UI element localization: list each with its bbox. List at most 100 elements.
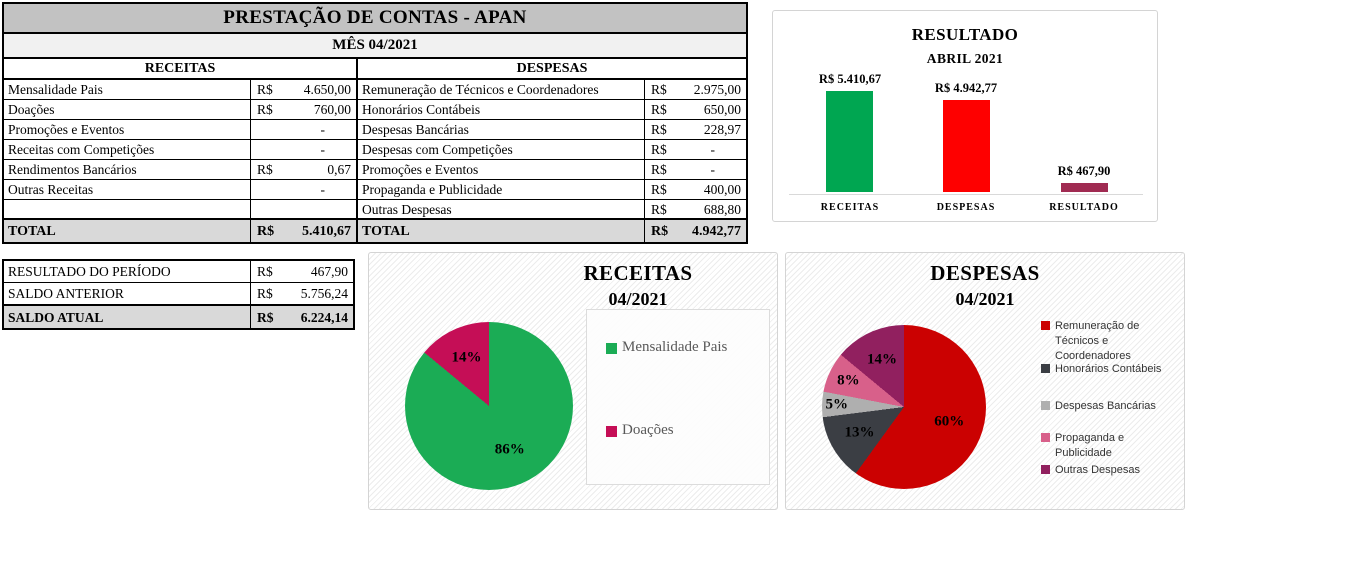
x-axis-category: RECEITAS	[820, 202, 880, 213]
summary-row-saldo-anterior: SALDO ANTERIOR R$ 5.756,24	[4, 283, 353, 305]
table-row: Rendimentos Bancários R$ 0,67 Promoções e…	[4, 160, 746, 180]
despesas-total-value-cell[interactable]: R$ 4.942,77	[644, 220, 746, 242]
pie-title: RECEITAS	[583, 261, 693, 285]
receita-label-cell[interactable]	[4, 200, 250, 218]
receita-value-cell[interactable]: -	[250, 180, 356, 199]
pie-disc[interactable]	[822, 325, 986, 489]
x-axis-category: DESPESAS	[936, 202, 996, 213]
receita-value-cell[interactable]: -	[250, 140, 356, 159]
summary-label-cell[interactable]: SALDO ANTERIOR	[8, 286, 124, 301]
legend-item[interactable]: Propaganda e Publicidade	[1041, 431, 1181, 461]
receita-label-cell[interactable]: Outras Receitas	[8, 182, 94, 197]
despesas-total-label-cell[interactable]: TOTAL	[356, 220, 644, 242]
legend-item[interactable]: Doações	[606, 422, 674, 439]
receita-label-cell[interactable]: Rendimentos Bancários	[8, 162, 137, 177]
x-axis-line	[789, 194, 1143, 195]
bar-chart-title: RESULTADO	[911, 25, 1019, 44]
table-row: Outras Receitas - Propaganda e Publicida…	[4, 180, 746, 200]
bar-resultado[interactable]	[1061, 183, 1108, 192]
despesa-label-cell[interactable]: Propaganda e Publicidade	[356, 180, 644, 199]
main-table: PRESTAÇÃO DE CONTAS - APAN MÊS 04/2021 R…	[2, 2, 748, 244]
receita-label-cell[interactable]: Receitas com Competições	[8, 142, 155, 157]
despesa-value-cell[interactable]: R$ 400,00	[644, 180, 746, 199]
despesa-label-cell[interactable]: Outras Despesas	[356, 200, 644, 218]
summary-row-saldo-atual: SALDO ATUAL R$ 6.224,14	[4, 305, 353, 328]
pie-chart-receitas[interactable]: RECEITAS 04/2021 86% 14% Mensalidade Pai…	[368, 252, 778, 510]
receitas-total-value-cell[interactable]: R$ 5.410,67	[250, 220, 356, 242]
despesa-label-cell[interactable]: Promoções e Eventos	[356, 160, 644, 179]
pie-subtitle: 04/2021	[955, 289, 1015, 309]
receita-label-cell[interactable]: Mensalidade Pais	[8, 82, 103, 97]
pie-percent-label: 14%	[451, 349, 482, 366]
despesa-label-cell[interactable]: Despesas com Competições	[356, 140, 644, 159]
despesas-header: DESPESAS	[516, 60, 588, 76]
despesas-header-cell[interactable]: DESPESAS	[356, 59, 746, 78]
bar-value-label: R$ 4.942,77	[934, 80, 998, 95]
pie-percent-label: 8%	[837, 372, 860, 389]
despesa-label-cell[interactable]: Despesas Bancárias	[356, 120, 644, 139]
despesa-value-cell[interactable]: R$ 688,80	[644, 200, 746, 218]
legend-item[interactable]: Mensalidade Pais	[606, 339, 727, 356]
x-axis-category: RESULTADO	[1049, 202, 1119, 213]
pie-chart-despesas[interactable]: DESPESAS 04/2021 60% 13% 5% 8% 14% Remun…	[785, 252, 1185, 510]
legend-box[interactable]: Mensalidade Pais Doações	[586, 309, 770, 485]
table-row: Outras Despesas R$ 688,80	[4, 200, 746, 220]
legend-item[interactable]: Despesas Bancárias	[1041, 399, 1176, 414]
bar-value-label: R$ 467,90	[1057, 164, 1111, 179]
receitas-header: RECEITAS	[144, 60, 216, 76]
despesa-label-cell[interactable]: Honorários Contábeis	[356, 100, 644, 119]
table-title-cell[interactable]: PRESTAÇÃO DE CONTAS - APAN	[4, 4, 746, 34]
column-headers-row: RECEITAS DESPESAS	[4, 59, 746, 80]
pie-percent-label: 14%	[867, 351, 897, 368]
receitas-header-cell[interactable]: RECEITAS	[4, 59, 356, 78]
receita-label-cell[interactable]: Doações	[8, 102, 55, 117]
receita-value-cell[interactable]: R$ 760,00	[250, 100, 356, 119]
despesa-value-cell[interactable]: R$ -	[644, 140, 746, 159]
summary-label-cell[interactable]: RESULTADO DO PERÍODO	[8, 264, 171, 279]
receita-value-cell[interactable]: R$ 4.650,00	[250, 80, 356, 99]
total-row: TOTAL R$ 5.410,67 TOTAL R$ 4.942,77	[4, 220, 746, 242]
despesa-value-cell[interactable]: R$ 228,97	[644, 120, 746, 139]
receita-label-cell[interactable]: Promoções e Eventos	[8, 122, 125, 137]
pie-title: DESPESAS	[930, 261, 1040, 285]
pie-receitas[interactable]: 86% 14%	[405, 322, 573, 490]
legend-item[interactable]: Outras Despesas	[1041, 463, 1176, 478]
month-label: MÊS 04/2021	[332, 37, 418, 53]
summary-label-cell[interactable]: SALDO ATUAL	[8, 309, 104, 325]
despesa-value-cell[interactable]: R$ -	[644, 160, 746, 179]
pie-percent-label: 5%	[825, 396, 849, 413]
summary-value-cell[interactable]: R$ 467,90	[250, 261, 353, 282]
pie-disc[interactable]	[405, 322, 573, 490]
legend-swatch-icon	[606, 342, 617, 354]
pie-percent-label: 60%	[934, 413, 965, 430]
receita-value-cell[interactable]: -	[250, 120, 356, 139]
legend-item[interactable]: Remuneração de Técnicos e Coordenadores	[1041, 319, 1176, 364]
receitas-total-label-cell[interactable]: TOTAL	[8, 223, 56, 239]
despesa-label-cell[interactable]: Remuneração de Técnicos e Coordenadores	[356, 80, 644, 99]
table-row: Receitas com Competições - Despesas com …	[4, 140, 746, 160]
bar-receitas[interactable]	[826, 91, 873, 192]
receita-value-cell[interactable]	[250, 200, 356, 218]
despesa-value-cell[interactable]: R$ 650,00	[644, 100, 746, 119]
despesa-value-cell[interactable]: R$ 2.975,00	[644, 80, 746, 99]
legend-swatch-icon	[1041, 465, 1050, 474]
bar-despesas[interactable]	[943, 99, 990, 192]
summary-value-cell[interactable]: R$ 5.756,24	[250, 283, 353, 304]
pie-despesas[interactable]: 60% 13% 5% 8% 14%	[822, 325, 986, 489]
legend-item[interactable]: Honorários Contábeis	[1041, 362, 1176, 377]
bar-chart-resultado[interactable]: RESULTADO ABRIL 2021 R$ 5.410,67 R$ 4.94…	[772, 10, 1158, 222]
legend-swatch-icon	[1041, 321, 1050, 330]
report-title: PRESTAÇÃO DE CONTAS - APAN	[223, 7, 527, 28]
legend-swatch-icon	[1041, 433, 1050, 442]
legend-swatch-icon	[606, 425, 617, 437]
bar-value-label: R$ 5.410,67	[818, 72, 882, 86]
summary-value-cell[interactable]: R$ 6.224,14	[250, 306, 353, 328]
pie-percent-label: 86%	[494, 441, 525, 458]
summary-row-resultado: RESULTADO DO PERÍODO R$ 467,90	[4, 261, 353, 283]
table-row: Mensalidade Pais R$ 4.650,00 Remuneração …	[4, 80, 746, 100]
month-cell[interactable]: MÊS 04/2021	[4, 34, 746, 59]
summary-table: RESULTADO DO PERÍODO R$ 467,90 SALDO ANTE…	[2, 259, 355, 330]
receita-value-cell[interactable]: R$ 0,67	[250, 160, 356, 179]
pie-subtitle: 04/2021	[608, 289, 668, 309]
legend-swatch-icon	[1041, 401, 1050, 410]
